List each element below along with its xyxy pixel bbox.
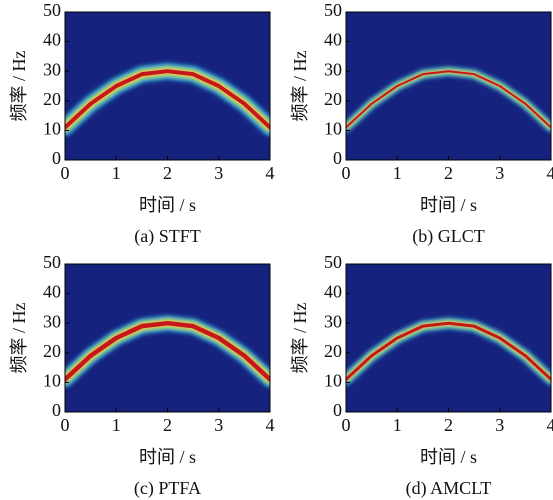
y-tick-label: 10 xyxy=(324,371,342,391)
panel-caption: (d) AMCLT xyxy=(406,478,492,499)
y-tick-label: 40 xyxy=(324,30,342,50)
x-tick-label: 1 xyxy=(393,415,402,435)
ridge xyxy=(346,70,551,129)
y-tick-label: 20 xyxy=(324,89,342,109)
x-tick-label: 0 xyxy=(342,163,351,183)
ridge xyxy=(346,321,551,381)
x-tick-label: 2 xyxy=(444,415,453,435)
x-tick-label: 3 xyxy=(214,163,223,183)
y-tick-label: 0 xyxy=(52,148,61,168)
x-tick-label: 3 xyxy=(495,163,504,183)
y-tick-label: 20 xyxy=(43,341,61,361)
y-axis-label: 频率 / Hz xyxy=(9,303,29,374)
x-tick-label: 0 xyxy=(342,415,351,435)
y-tick-label: 10 xyxy=(43,119,61,139)
y-tick-label: 10 xyxy=(324,119,342,139)
y-tick-label: 20 xyxy=(43,89,61,109)
x-tick-label: 4 xyxy=(547,163,553,183)
y-tick-label: 40 xyxy=(43,30,61,50)
x-tick-label: 2 xyxy=(444,163,453,183)
ridge-group xyxy=(65,315,270,387)
x-axis-label: 时间 / s xyxy=(420,447,477,467)
x-axis-label: 时间 / s xyxy=(420,195,477,215)
y-tick-label: 10 xyxy=(43,371,61,391)
y-axis-label: 频率 / Hz xyxy=(290,51,310,122)
panel-caption: (a) STFT xyxy=(134,226,201,247)
x-tick-label: 0 xyxy=(61,415,70,435)
ridge-group xyxy=(346,66,551,132)
plot-background xyxy=(65,12,270,160)
panel-caption: (b) GLCT xyxy=(412,226,484,247)
x-tick-label: 2 xyxy=(163,415,172,435)
ridge xyxy=(65,320,270,382)
y-tick-label: 40 xyxy=(324,282,342,302)
x-axis-label: 时间 / s xyxy=(139,195,196,215)
y-tick-label: 0 xyxy=(333,148,342,168)
x-tick-label: 1 xyxy=(112,163,121,183)
y-tick-label: 50 xyxy=(324,0,342,20)
y-tick-label: 50 xyxy=(43,252,61,272)
plot-background xyxy=(65,264,270,412)
panel-caption: (c) PTFA xyxy=(134,478,201,499)
x-tick-label: 0 xyxy=(61,163,70,183)
x-tick-label: 3 xyxy=(214,415,223,435)
y-axis-label: 频率 / Hz xyxy=(9,51,29,122)
y-tick-label: 50 xyxy=(324,252,342,272)
x-tick-label: 2 xyxy=(163,163,172,183)
y-tick-label: 40 xyxy=(43,282,61,302)
x-axis-label: 时间 / s xyxy=(139,447,196,467)
y-tick-label: 0 xyxy=(333,400,342,420)
ridge xyxy=(65,69,270,130)
plot-background xyxy=(346,264,551,412)
y-tick-label: 30 xyxy=(324,59,342,79)
x-tick-label: 1 xyxy=(112,415,121,435)
ridge-group xyxy=(346,317,551,385)
x-tick-label: 1 xyxy=(393,163,402,183)
plot-background xyxy=(346,12,551,160)
y-tick-label: 30 xyxy=(43,59,61,79)
y-tick-label: 0 xyxy=(52,400,61,420)
x-tick-label: 3 xyxy=(495,415,504,435)
x-tick-label: 4 xyxy=(266,163,275,183)
x-tick-label: 4 xyxy=(266,415,275,435)
y-tick-label: 20 xyxy=(324,341,342,361)
y-axis-label: 频率 / Hz xyxy=(290,303,310,374)
y-tick-label: 30 xyxy=(43,311,61,331)
ridge-group xyxy=(65,63,270,136)
y-tick-label: 50 xyxy=(43,0,61,20)
x-tick-label: 4 xyxy=(547,415,553,435)
y-tick-label: 30 xyxy=(324,311,342,331)
